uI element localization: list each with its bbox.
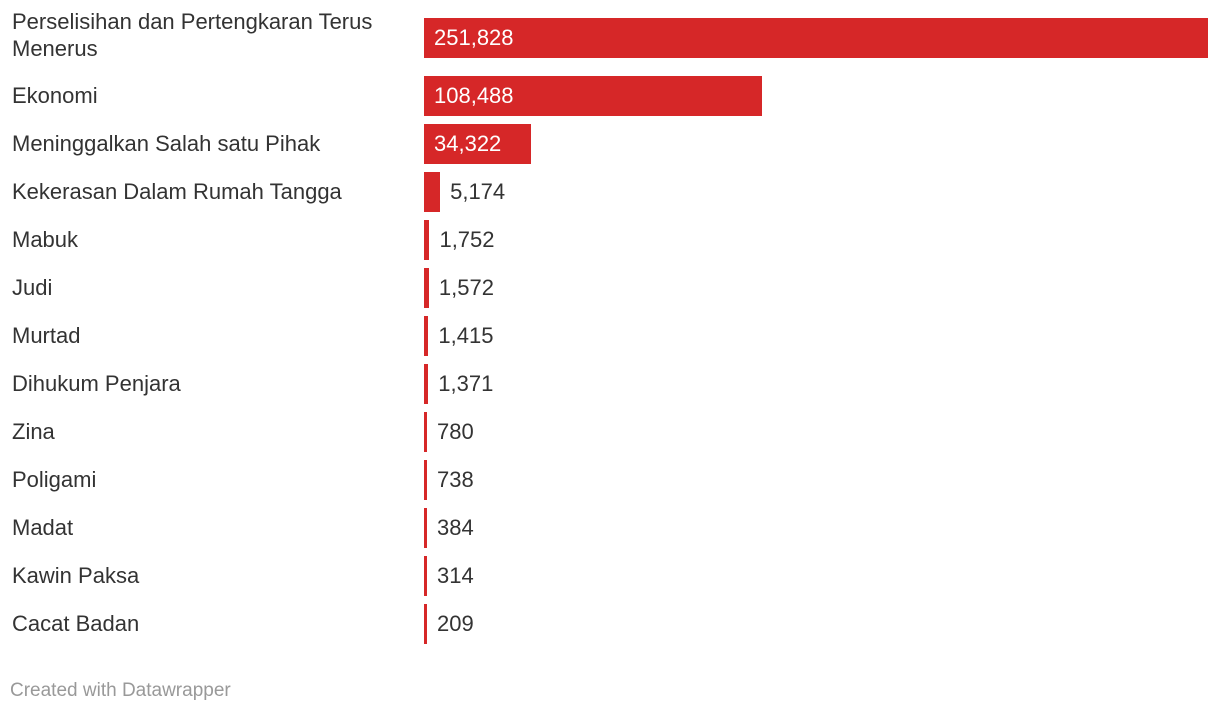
- category-label: Dihukum Penjara: [12, 371, 181, 396]
- value-label: 34,322: [434, 131, 502, 156]
- bar: [424, 124, 531, 164]
- category-label: Madat: [12, 515, 74, 540]
- category-label: Kekerasan Dalam Rumah Tangga: [12, 179, 342, 204]
- value-label: 209: [437, 611, 474, 636]
- bar: [424, 556, 427, 596]
- category-label: Kawin Paksa: [12, 563, 140, 588]
- bar-row: Ekonomi 108,488: [0, 76, 1220, 116]
- category-label: Poligami: [12, 467, 97, 492]
- bar-row: Judi 1,572: [0, 268, 1220, 308]
- bar: [424, 220, 430, 260]
- category-label: Cacat Badan: [12, 611, 140, 636]
- bar-row: Cacat Badan 209: [0, 604, 1220, 644]
- category-label: Judi: [12, 275, 53, 300]
- bar-row: Kekerasan Dalam Rumah Tangga 5,174: [0, 172, 1220, 212]
- value-label: 1,371: [438, 371, 494, 396]
- value-label: 384: [437, 515, 474, 540]
- bar: [424, 172, 441, 212]
- value-label: 314: [437, 563, 474, 588]
- value-label: 780: [437, 419, 474, 444]
- bar-row: Dihukum Penjara 1,371: [0, 364, 1220, 404]
- bar: [424, 412, 427, 452]
- bar: [424, 364, 429, 404]
- bar-row: Kawin Paksa 314: [0, 556, 1220, 596]
- category-label: Mabuk: [12, 227, 79, 252]
- footer-credit[interactable]: Created with Datawrapper: [10, 680, 231, 701]
- category-label: Murtad: [12, 323, 81, 348]
- bar: [424, 18, 1208, 58]
- value-label: 5,174: [450, 179, 506, 204]
- value-label: 1,415: [438, 323, 494, 348]
- value-label: 1,752: [439, 227, 495, 252]
- bar-row: Meninggalkan Salah satu Pihak 34,322: [0, 124, 1220, 164]
- bar: [424, 76, 762, 116]
- category-label: Zina: [12, 419, 55, 444]
- value-label: 108,488: [434, 83, 514, 108]
- value-label: 738: [437, 467, 474, 492]
- category-label: Meninggalkan Salah satu Pihak: [12, 131, 321, 156]
- bar-row: Mabuk 1,752: [0, 220, 1220, 260]
- bar-row: Murtad 1,415: [0, 316, 1220, 356]
- category-label: Ekonomi: [12, 83, 98, 108]
- bar-row: Zina 780: [0, 412, 1220, 452]
- value-label: 1,572: [438, 275, 494, 300]
- bar-row: Madat 384: [0, 508, 1220, 548]
- bar: [424, 316, 429, 356]
- value-label: 251,828: [434, 25, 514, 50]
- bar: [424, 460, 427, 500]
- bar-row: Poligami 738: [0, 460, 1220, 500]
- category-label: Perselisihan dan Pertengkaran Terus Mene…: [12, 9, 373, 61]
- bar-chart: Perselisihan dan Pertengkaran Terus Mene…: [0, 9, 1220, 644]
- bar: [424, 268, 429, 308]
- bar: [424, 508, 427, 548]
- bar-row: Perselisihan dan Pertengkaran Terus Mene…: [0, 9, 1220, 61]
- bar: [424, 604, 427, 644]
